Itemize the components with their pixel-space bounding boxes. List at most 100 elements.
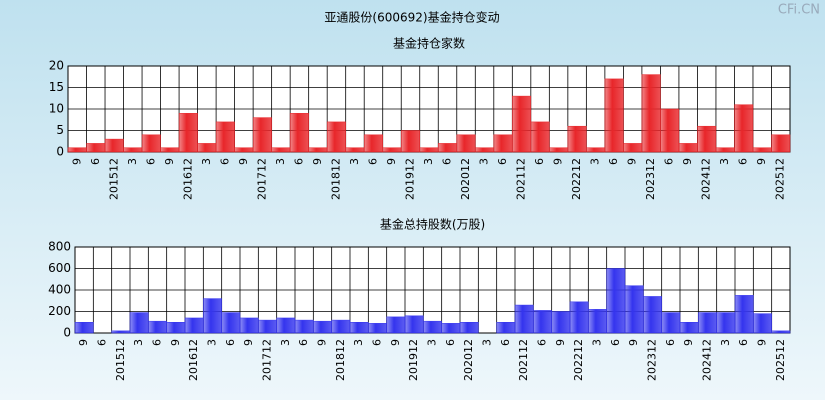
- x-tick-label: 6: [533, 158, 546, 165]
- bar: [326, 121, 346, 153]
- bar: [184, 317, 204, 334]
- x-tick-label: 201612: [181, 158, 194, 200]
- y-tick-label: 600: [48, 261, 71, 275]
- bar: [258, 319, 277, 334]
- bar: [716, 312, 736, 334]
- x-tick-label: 9: [626, 158, 639, 165]
- x-tick-label: 202212: [570, 158, 583, 200]
- bar: [551, 311, 571, 334]
- bar: [141, 134, 161, 153]
- bar: [771, 134, 791, 153]
- x-tick-label: 6: [89, 158, 102, 165]
- x-tick-label: 6: [371, 339, 384, 346]
- bar: [533, 310, 552, 334]
- x-tick-label: 6: [441, 158, 454, 165]
- bar: [643, 296, 662, 334]
- bar: [567, 125, 587, 153]
- x-tick-label: 9: [169, 339, 182, 346]
- y-tick-label: 5: [56, 123, 64, 137]
- bar: [129, 312, 149, 334]
- bar: [493, 134, 513, 153]
- bar: [276, 317, 296, 334]
- x-tick-label: 9: [682, 339, 695, 346]
- bar: [530, 121, 550, 153]
- bar: [289, 113, 309, 153]
- y-tick-label: 15: [49, 80, 64, 94]
- x-tick-label: 9: [316, 339, 329, 346]
- bar: [252, 117, 272, 153]
- x-tick-label: 3: [591, 339, 604, 346]
- x-tick-label: 9: [554, 339, 567, 346]
- bar: [419, 147, 439, 153]
- x-tick-label: 3: [718, 158, 731, 165]
- x-tick-label: 202312: [644, 158, 657, 200]
- y-tick-label: 200: [48, 304, 71, 318]
- x-tick-label: 3: [279, 339, 292, 346]
- x-tick-label: 6: [218, 158, 231, 165]
- x-tick-label: 202512: [774, 158, 787, 200]
- x-tick-label: 6: [366, 158, 379, 165]
- x-tick-label: 6: [664, 339, 677, 346]
- bar: [660, 108, 680, 153]
- bar: [588, 309, 607, 334]
- bar: [661, 312, 681, 334]
- bar: [386, 316, 406, 334]
- bar: [221, 312, 241, 334]
- x-tick-label: 6: [499, 339, 512, 346]
- watermark: CFi.CN: [778, 3, 820, 18]
- bar: [549, 147, 569, 153]
- x-tick-label: 6: [224, 339, 237, 346]
- x-tick-label: 9: [385, 158, 398, 165]
- x-tick-label: 3: [132, 339, 145, 346]
- x-tick-label: 9: [237, 158, 250, 165]
- bar: [363, 134, 383, 153]
- x-tick-label: 6: [297, 339, 310, 346]
- bar: [752, 147, 772, 153]
- page-title: 亚通股份(600692)基金持仓变动: [324, 10, 499, 25]
- x-tick-label: 201912: [407, 339, 420, 381]
- x-tick-label: 201612: [187, 339, 200, 381]
- bar: [715, 147, 735, 153]
- bar: [104, 138, 124, 153]
- x-tick-label: 3: [478, 158, 491, 165]
- bar: [623, 143, 643, 153]
- x-tick-label: 9: [77, 339, 90, 346]
- x-tick-label: 3: [352, 339, 365, 346]
- chart-title: 基金持仓家数: [393, 36, 465, 51]
- x-tick-label: 9: [552, 158, 565, 165]
- bar: [606, 268, 626, 334]
- x-tick-label: 3: [274, 158, 287, 165]
- bar: [178, 113, 198, 153]
- bar: [734, 295, 754, 334]
- x-tick-label: 201512: [107, 158, 120, 200]
- bar: [679, 322, 699, 334]
- x-tick-label: 3: [206, 339, 219, 346]
- x-tick-label: 9: [242, 339, 255, 346]
- x-tick-label: 3: [422, 158, 435, 165]
- bar: [197, 143, 217, 153]
- x-tick-label: 6: [444, 339, 457, 346]
- bar: [74, 322, 94, 334]
- bar: [400, 130, 420, 153]
- bar: [86, 143, 106, 153]
- x-tick-label: 6: [607, 158, 620, 165]
- y-tick-label: 0: [63, 326, 71, 340]
- x-tick-label: 201812: [329, 158, 342, 200]
- x-tick-label: 202012: [462, 339, 475, 381]
- x-tick-label: 202012: [459, 158, 472, 200]
- bar: [641, 74, 661, 153]
- bar: [67, 147, 87, 153]
- x-tick-label: 3: [426, 339, 439, 346]
- x-tick-label: 9: [70, 158, 83, 165]
- bar: [753, 313, 772, 334]
- x-tick-label: 9: [389, 339, 402, 346]
- bar: [308, 147, 328, 153]
- bar: [349, 322, 369, 334]
- bar: [148, 320, 167, 334]
- bar: [368, 323, 387, 334]
- x-tick-label: 6: [663, 158, 676, 165]
- x-tick-label: 3: [126, 158, 139, 165]
- bar: [698, 312, 717, 334]
- bar: [697, 125, 717, 153]
